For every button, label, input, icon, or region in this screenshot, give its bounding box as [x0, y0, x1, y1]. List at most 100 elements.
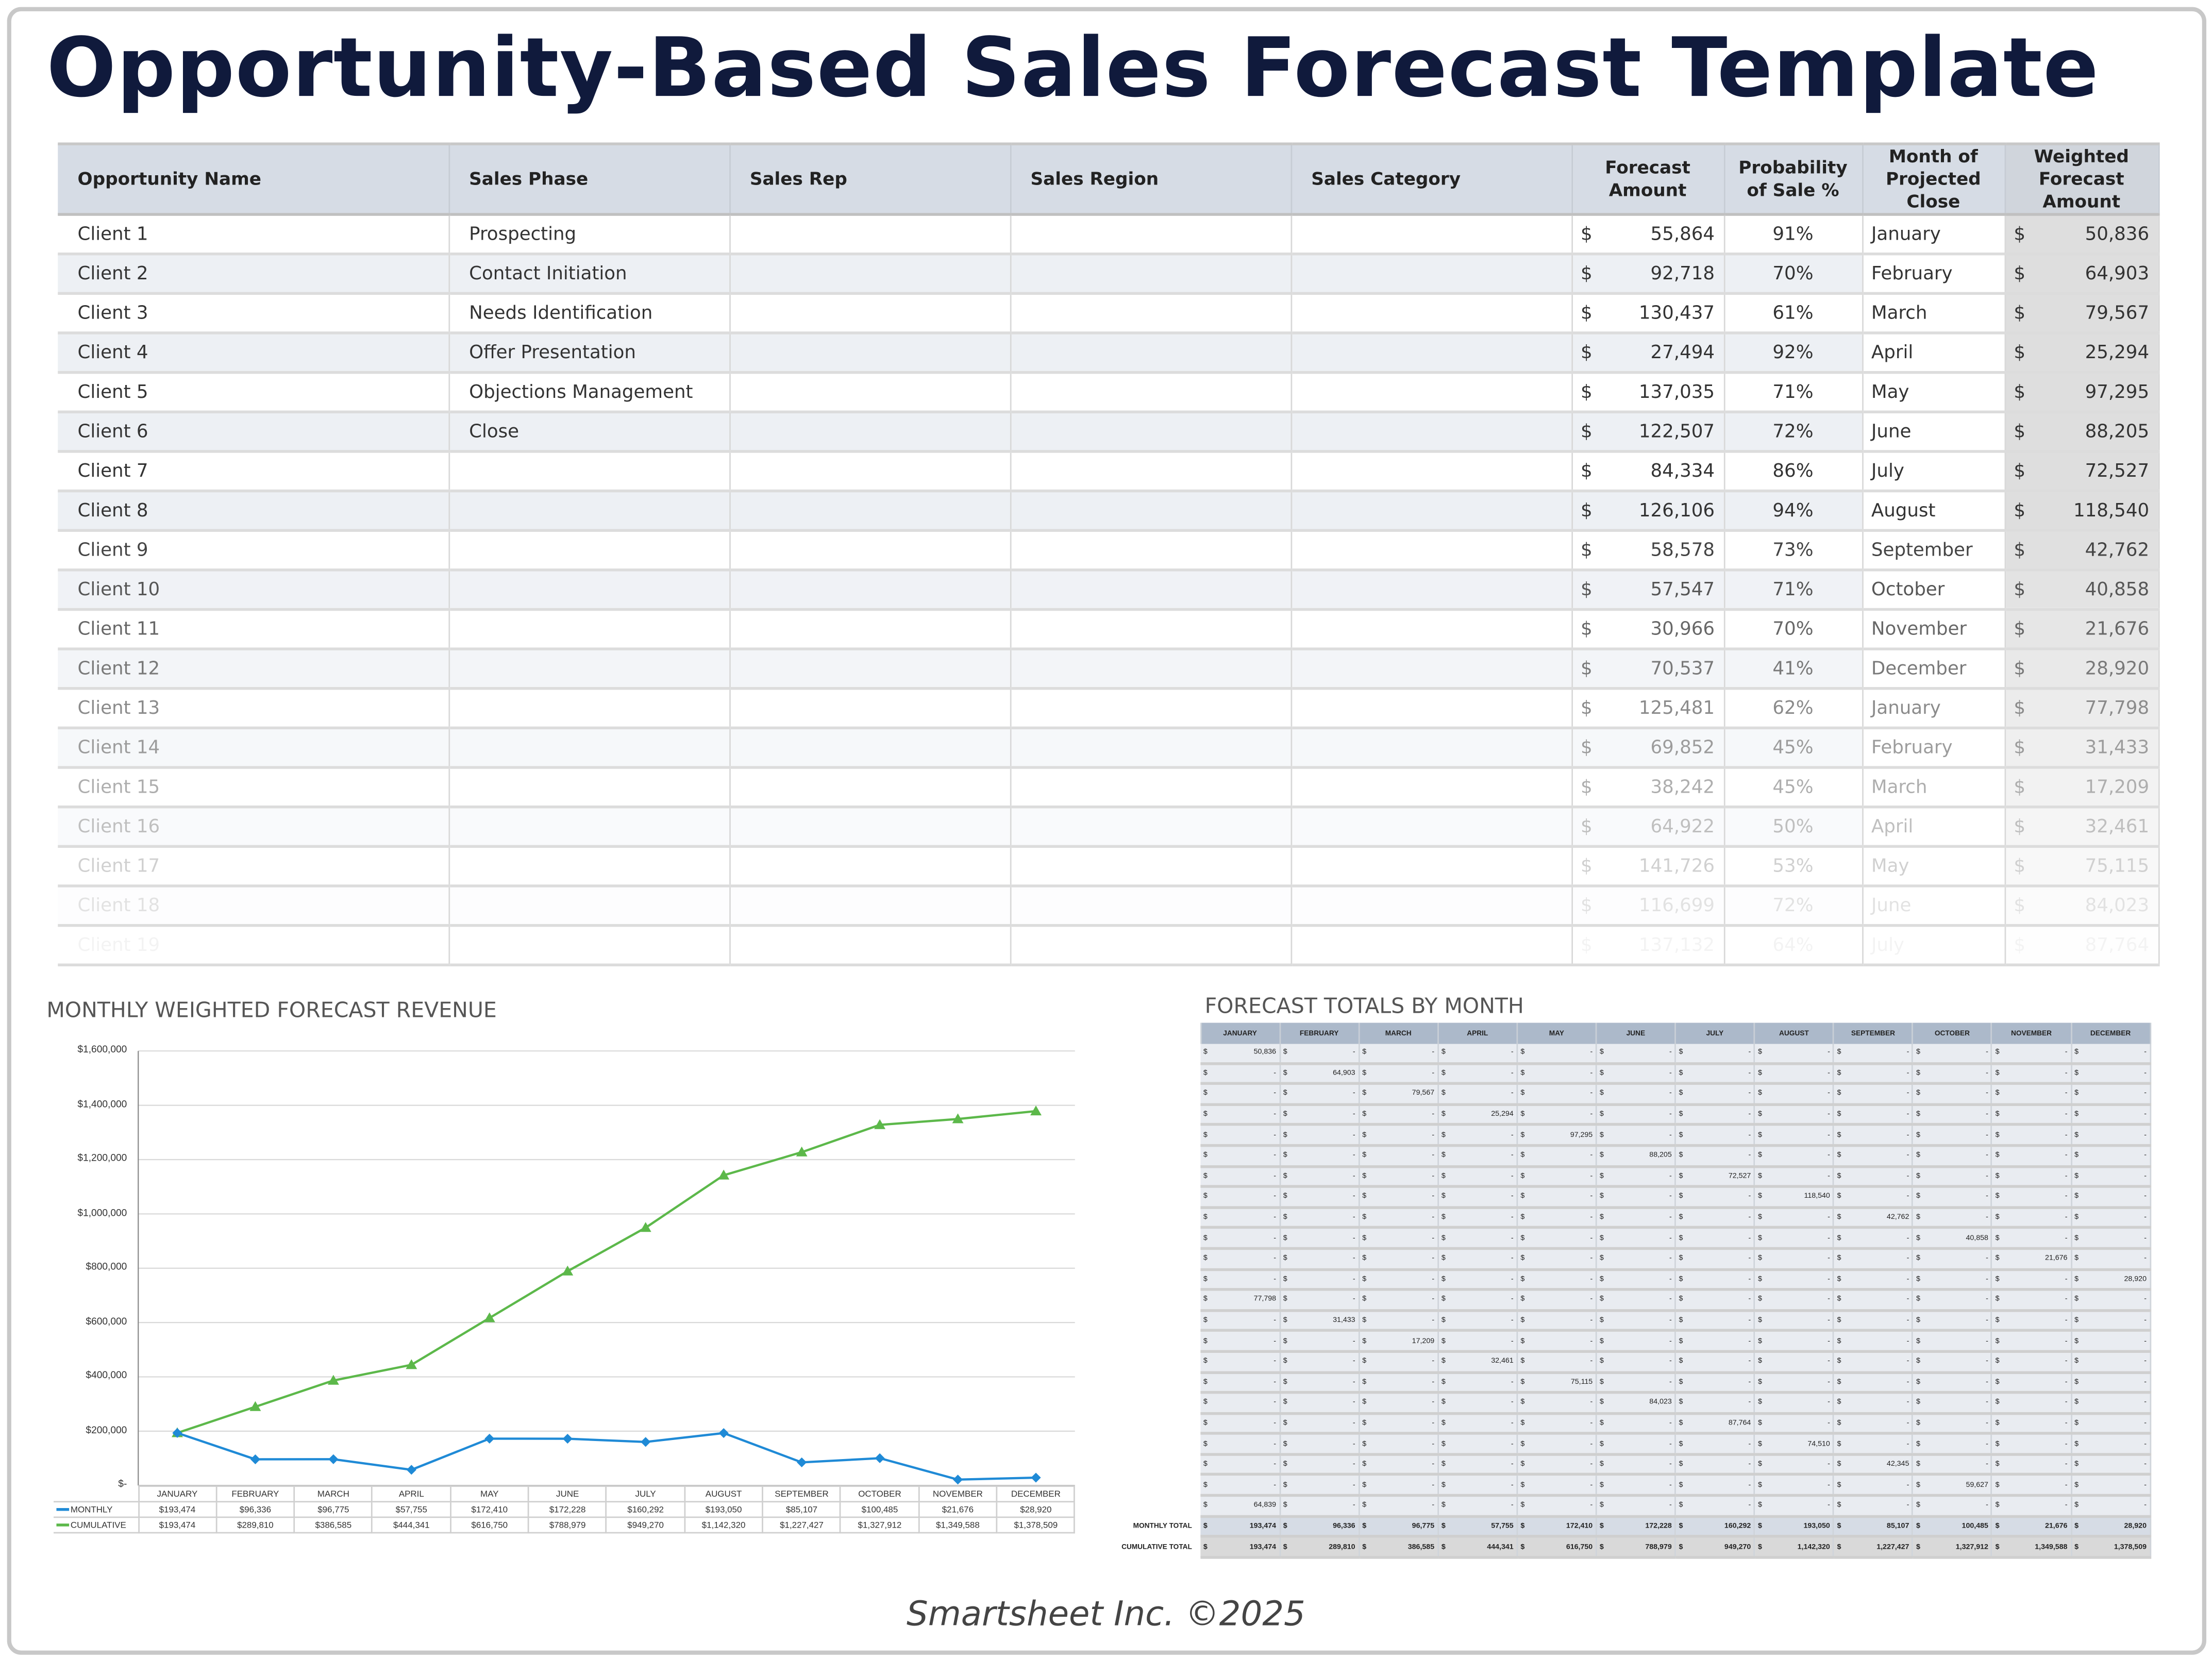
- cell-category[interactable]: [1291, 214, 1572, 256]
- cell-amount[interactable]: $64,922: [1571, 807, 1725, 848]
- cell-month[interactable]: May: [1862, 372, 2005, 413]
- cell-rep[interactable]: [729, 807, 1011, 848]
- cell-probability[interactable]: 71%: [1723, 372, 1863, 413]
- cell-rep[interactable]: [729, 728, 1011, 769]
- cell-name[interactable]: Client 9: [58, 530, 449, 572]
- cell-region[interactable]: [1010, 649, 1292, 690]
- cell-rep[interactable]: [729, 767, 1011, 809]
- cell-month[interactable]: April: [1862, 332, 2005, 374]
- cell-category[interactable]: [1291, 372, 1572, 413]
- cell-month[interactable]: February: [1862, 728, 2005, 769]
- cell-amount[interactable]: $70,537: [1571, 649, 1725, 690]
- cell-month[interactable]: March: [1862, 293, 2005, 334]
- cell-amount[interactable]: $122,507: [1571, 412, 1725, 453]
- cell-probability[interactable]: 94%: [1723, 491, 1863, 532]
- cell-amount[interactable]: $116,699: [1571, 885, 1725, 927]
- cell-probability[interactable]: 64%: [1723, 925, 1863, 966]
- cell-month[interactable]: April: [1862, 807, 2005, 848]
- cell-name[interactable]: Client 2: [58, 254, 449, 295]
- cell-region[interactable]: [1010, 412, 1292, 453]
- cell-amount[interactable]: $55,864: [1571, 214, 1725, 256]
- cell-month[interactable]: July: [1862, 925, 2005, 966]
- cell-month[interactable]: March: [1862, 767, 2005, 809]
- cell-amount[interactable]: $137,035: [1571, 372, 1725, 413]
- cell-phase[interactable]: [448, 609, 730, 650]
- cell-amount[interactable]: $69,852: [1571, 728, 1725, 769]
- cell-rep[interactable]: [729, 688, 1011, 730]
- cell-region[interactable]: [1010, 885, 1292, 927]
- cell-rep[interactable]: [729, 846, 1011, 887]
- cell-probability[interactable]: 72%: [1723, 412, 1863, 453]
- cell-month[interactable]: October: [1862, 570, 2005, 611]
- cell-probability[interactable]: 62%: [1723, 688, 1863, 730]
- cell-phase[interactable]: Contact Initiation: [448, 254, 730, 295]
- cell-name[interactable]: Client 5: [58, 372, 449, 413]
- cell-name[interactable]: Client 15: [58, 767, 449, 809]
- cell-category[interactable]: [1291, 807, 1572, 848]
- cell-region[interactable]: [1010, 254, 1292, 295]
- cell-month[interactable]: August: [1862, 491, 2005, 532]
- cell-phase[interactable]: [448, 570, 730, 611]
- cell-month[interactable]: June: [1862, 412, 2005, 453]
- cell-phase[interactable]: [448, 491, 730, 532]
- cell-phase[interactable]: [448, 688, 730, 730]
- cell-phase[interactable]: [448, 846, 730, 887]
- cell-region[interactable]: [1010, 491, 1292, 532]
- cell-phase[interactable]: Close: [448, 412, 730, 453]
- cell-region[interactable]: [1010, 451, 1292, 493]
- cell-month[interactable]: July: [1862, 451, 2005, 493]
- cell-region[interactable]: [1010, 570, 1292, 611]
- cell-probability[interactable]: 91%: [1723, 214, 1863, 256]
- cell-rep[interactable]: [729, 570, 1011, 611]
- cell-rep[interactable]: [729, 491, 1011, 532]
- cell-phase[interactable]: Offer Presentation: [448, 332, 730, 374]
- cell-category[interactable]: [1291, 412, 1572, 453]
- cell-rep[interactable]: [729, 293, 1011, 334]
- cell-month[interactable]: February: [1862, 254, 2005, 295]
- cell-probability[interactable]: 50%: [1723, 807, 1863, 848]
- cell-category[interactable]: [1291, 609, 1572, 650]
- cell-category[interactable]: [1291, 332, 1572, 374]
- cell-amount[interactable]: $130,437: [1571, 293, 1725, 334]
- cell-category[interactable]: [1291, 728, 1572, 769]
- cell-amount[interactable]: $141,726: [1571, 846, 1725, 887]
- cell-rep[interactable]: [729, 451, 1011, 493]
- cell-probability[interactable]: 45%: [1723, 767, 1863, 809]
- cell-category[interactable]: [1291, 530, 1572, 572]
- cell-phase[interactable]: Objections Management: [448, 372, 730, 413]
- cell-category[interactable]: [1291, 649, 1572, 690]
- cell-amount[interactable]: $58,578: [1571, 530, 1725, 572]
- cell-month[interactable]: June: [1862, 885, 2005, 927]
- cell-month[interactable]: January: [1862, 688, 2005, 730]
- cell-probability[interactable]: 45%: [1723, 728, 1863, 769]
- cell-phase[interactable]: [448, 728, 730, 769]
- cell-probability[interactable]: 61%: [1723, 293, 1863, 334]
- cell-category[interactable]: [1291, 451, 1572, 493]
- cell-amount[interactable]: $27,494: [1571, 332, 1725, 374]
- cell-rep[interactable]: [729, 412, 1011, 453]
- cell-name[interactable]: Client 1: [58, 214, 449, 256]
- cell-rep[interactable]: [729, 530, 1011, 572]
- cell-month[interactable]: December: [1862, 649, 2005, 690]
- cell-region[interactable]: [1010, 728, 1292, 769]
- cell-probability[interactable]: 71%: [1723, 570, 1863, 611]
- cell-probability[interactable]: 72%: [1723, 885, 1863, 927]
- cell-rep[interactable]: [729, 372, 1011, 413]
- cell-probability[interactable]: 92%: [1723, 332, 1863, 374]
- cell-region[interactable]: [1010, 807, 1292, 848]
- cell-name[interactable]: Client 16: [58, 807, 449, 848]
- cell-phase[interactable]: [448, 807, 730, 848]
- cell-category[interactable]: [1291, 846, 1572, 887]
- cell-probability[interactable]: 73%: [1723, 530, 1863, 572]
- cell-rep[interactable]: [729, 214, 1011, 256]
- cell-month[interactable]: May: [1862, 846, 2005, 887]
- cell-name[interactable]: Client 10: [58, 570, 449, 611]
- cell-phase[interactable]: [448, 885, 730, 927]
- cell-rep[interactable]: [729, 925, 1011, 966]
- cell-category[interactable]: [1291, 570, 1572, 611]
- cell-name[interactable]: Client 14: [58, 728, 449, 769]
- cell-amount[interactable]: $92,718: [1571, 254, 1725, 295]
- cell-amount[interactable]: $57,547: [1571, 570, 1725, 611]
- cell-name[interactable]: Client 6: [58, 412, 449, 453]
- cell-region[interactable]: [1010, 372, 1292, 413]
